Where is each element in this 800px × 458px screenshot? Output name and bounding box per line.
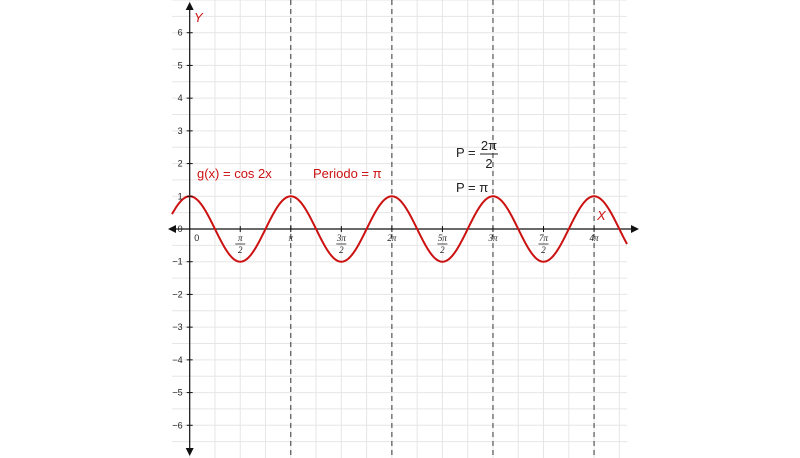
curve-layer (171, 195, 628, 263)
period-label: Periodo = π (313, 166, 382, 181)
y-tick-label: −1 (172, 257, 182, 267)
axes (168, 2, 639, 456)
x-tick-label: 4π (590, 233, 600, 243)
y-axis-arrow-down (185, 448, 194, 456)
y-tick-label: 1 (178, 191, 183, 201)
x-tick-label-denominator: 2 (339, 245, 344, 255)
x-axis-arrow-left (168, 225, 176, 233)
series-line-cos2x (171, 195, 628, 263)
x-tick-label-numerator: 7π (539, 233, 549, 243)
y-tick-label: 4 (178, 93, 183, 103)
y-tick-label: −4 (172, 355, 182, 365)
x-tick-label: 3π (487, 233, 498, 243)
function-label: g(x) = cos 2x (197, 166, 272, 181)
x-tick-label-denominator: 2 (541, 245, 546, 255)
y-axis-arrow-up (185, 2, 194, 10)
x-axis-arrow-right (631, 225, 639, 233)
x-axis-label: X (596, 208, 607, 223)
x-tick-label-denominator: 2 (440, 245, 445, 255)
y-tick-label: 0 (178, 224, 183, 234)
x-tick-label-numerator: 3π (336, 233, 347, 243)
x-tick-label-numerator: 5π (438, 233, 448, 243)
x-tick-label-numerator: π (238, 233, 243, 243)
period-formula-prefix: P = (456, 145, 476, 160)
x-tick-label: 0 (194, 233, 199, 243)
y-tick-label: 5 (178, 60, 183, 70)
y-tick-label: 3 (178, 126, 183, 136)
period-result: P = π (456, 180, 488, 195)
period-formula-numerator: 2π (481, 138, 497, 153)
y-tick-label: 6 (178, 28, 183, 38)
y-tick-label: 2 (178, 159, 183, 169)
period-formula-denominator: 2 (485, 156, 492, 171)
x-tick-label: 2π (387, 233, 397, 243)
y-axis-label: Y (194, 10, 204, 25)
y-tick-label: −6 (172, 420, 182, 430)
y-tick-label: −5 (172, 388, 182, 398)
y-tick-label: −3 (172, 322, 182, 332)
x-tick-label-denominator: 2 (238, 245, 243, 255)
x-tick-label: π (289, 233, 294, 243)
y-tick-label: −2 (172, 289, 182, 299)
